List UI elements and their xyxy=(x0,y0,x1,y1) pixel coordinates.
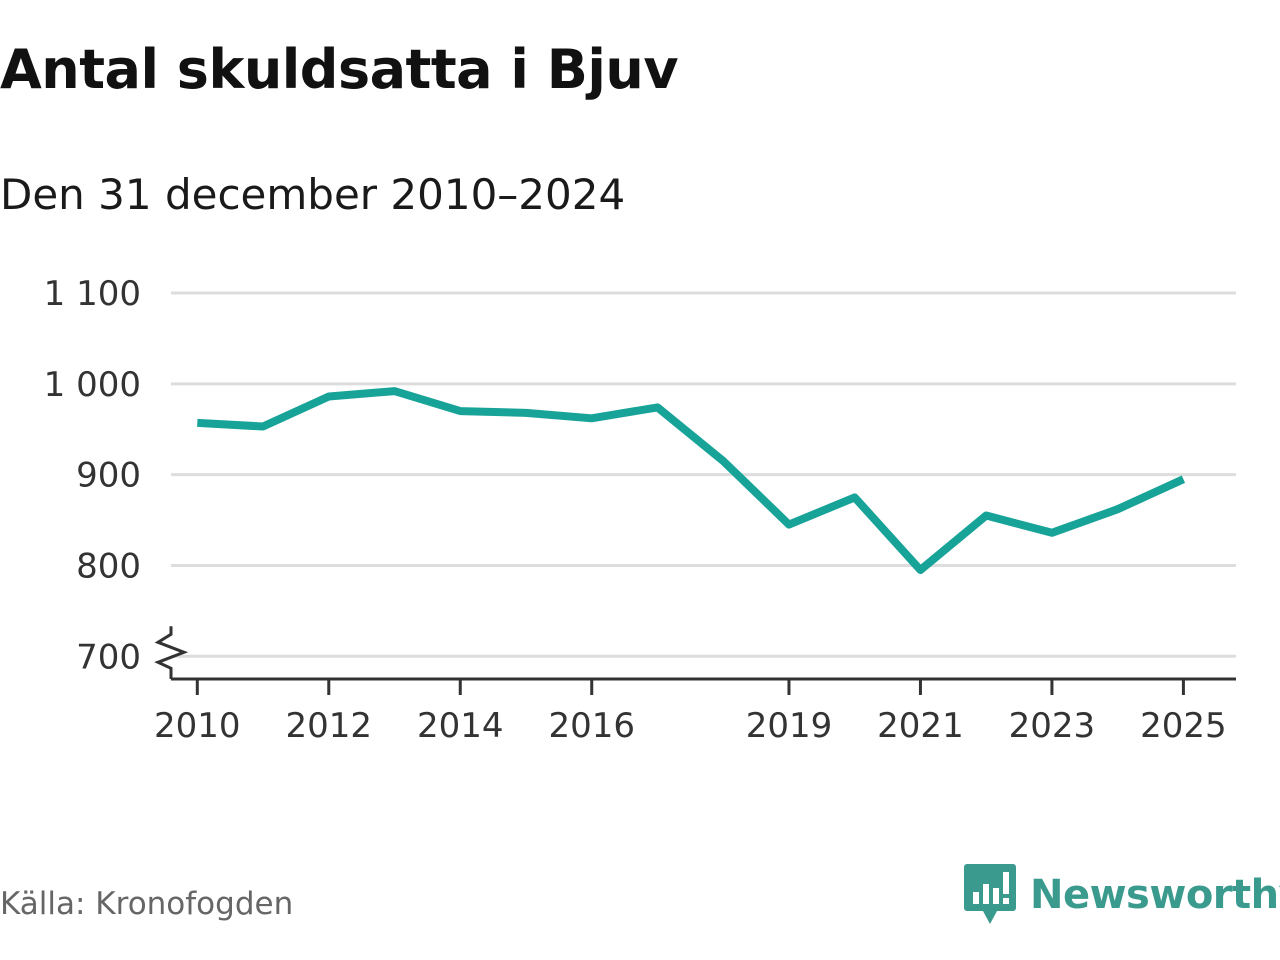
y-tick-label-700: 700 xyxy=(76,637,141,677)
chart-title: Antal skuldsatta i Bjuv xyxy=(0,38,679,101)
y-tick-label-1000: 1 000 xyxy=(44,365,141,405)
y-axis-ticks: 700 800 900 1 000 1 100 xyxy=(44,274,141,677)
series-line-0 xyxy=(197,387,1186,574)
x-tick-label-2010: 2010 xyxy=(154,706,241,746)
source-note: Källa: Kronofogden xyxy=(0,886,294,922)
x-tick-label-2014: 2014 xyxy=(417,706,504,746)
x-axis: 2010 2012 2014 2016 2019 2021 2023 2025 xyxy=(154,626,1236,746)
y-tick-label-800: 800 xyxy=(76,546,141,586)
brand-logo: Newsworthy xyxy=(964,864,1280,926)
y-axis-break-marker xyxy=(154,626,189,679)
y-tick-label-1100: 1 100 xyxy=(44,274,141,314)
x-tick-label-2021: 2021 xyxy=(877,706,964,746)
x-tick-label-2019: 2019 xyxy=(746,706,833,746)
y-tick-label-900: 900 xyxy=(76,456,141,496)
series-layer xyxy=(197,387,1186,574)
grid-lines xyxy=(171,291,1236,658)
newsworthy-logo-icon xyxy=(964,864,1016,924)
x-tick-label-2012: 2012 xyxy=(286,706,373,746)
x-tick-label-2023: 2023 xyxy=(1009,706,1096,746)
x-tick-label-2016: 2016 xyxy=(548,706,635,746)
brand-name: Newsworthy xyxy=(1030,872,1280,918)
x-tick-label-2025: 2025 xyxy=(1140,706,1227,746)
chart-subtitle: Den 31 december 2010–2024 xyxy=(0,170,626,219)
